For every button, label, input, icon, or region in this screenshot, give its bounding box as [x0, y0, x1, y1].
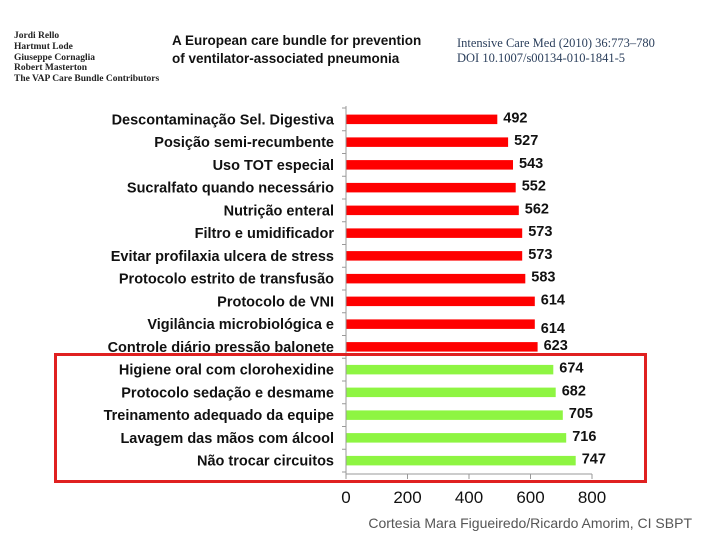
paper-title-line: A European care bundle for prevention	[172, 33, 422, 48]
category-label: Posição semi-recumbente	[154, 135, 334, 151]
author-name: Jordi Rello	[14, 31, 60, 41]
bar	[346, 455, 576, 466]
category-label: Controle diário pressão balonete	[108, 340, 334, 356]
bar	[346, 251, 523, 261]
category-label: Sucralfato quando necessário	[127, 181, 334, 197]
data-label: 682	[562, 383, 586, 399]
data-label: 747	[582, 452, 606, 468]
category-label: Treinamento adequado da equipe	[104, 408, 334, 424]
journal-citation: Intensive Care Med (2010) 36:773–780 DOI…	[457, 36, 655, 66]
author-name: Giuseppe Cornaglia	[14, 52, 96, 63]
x-tick-label: 0	[341, 488, 350, 507]
author-list: Jordi Rello Hartmut Lode Giuseppe Cornag…	[14, 31, 159, 85]
x-tick-label: 800	[578, 488, 606, 507]
bar	[346, 410, 563, 420]
bar	[346, 433, 567, 443]
bar	[346, 205, 519, 216]
image-credit: Cortesia Mara Figueiredo/Ricardo Amorim,…	[368, 515, 692, 531]
bar	[346, 114, 498, 125]
data-label: 492	[503, 110, 527, 126]
bar	[346, 160, 513, 170]
category-label: Lavagem das mãos com álcool	[120, 431, 334, 447]
data-label: 573	[528, 247, 552, 263]
category-label: Filtro e umidificador	[195, 226, 335, 242]
bar	[346, 342, 538, 352]
author-name: Hartmut Lode	[14, 41, 73, 52]
data-label: 623	[544, 338, 568, 354]
paper-title-line: of ventilator-associated pneumonia	[172, 51, 400, 66]
author-name: The VAP Care Bundle Contributors	[14, 74, 160, 85]
highlight-box	[54, 353, 647, 483]
data-label: 705	[569, 406, 593, 422]
category-label: Nutrição enteral	[224, 203, 334, 219]
bar	[346, 364, 554, 375]
category-label: Não trocar circuitos	[197, 454, 334, 470]
data-label: 583	[531, 270, 555, 286]
bar	[346, 228, 523, 238]
data-label: 552	[522, 179, 546, 195]
category-label: Vigilância microbiológica e	[147, 317, 334, 333]
x-tick-label: 200	[393, 488, 421, 507]
category-label: Higiene oral com clorohexidine	[119, 363, 334, 379]
bar	[346, 387, 556, 398]
category-label: Protocolo sedação e desmame	[121, 385, 334, 401]
bar	[346, 137, 509, 147]
bar	[346, 296, 535, 307]
x-tick-label: 400	[455, 488, 483, 507]
category-label: Protocolo de VNI	[217, 294, 334, 310]
data-label: 674	[559, 361, 583, 377]
paper-title: A European care bundle for prevention of…	[172, 32, 421, 68]
data-label: 543	[519, 156, 543, 172]
category-label: Evitar profilaxia ulcera de stress	[111, 249, 334, 265]
data-label: 614	[541, 321, 565, 337]
bar	[346, 182, 516, 193]
data-label: 527	[514, 133, 538, 149]
category-label: Descontaminação Sel. Digestiva	[112, 112, 335, 128]
data-label: 562	[525, 201, 549, 217]
journal-reference: Intensive Care Med (2010) 36:773–780	[457, 36, 655, 50]
bar	[346, 273, 526, 284]
data-label: 716	[572, 429, 596, 445]
author-name: Robert Masterton	[14, 63, 88, 74]
x-tick-label: 600	[516, 488, 544, 507]
category-label: Uso TOT especial	[213, 158, 334, 174]
data-label: 573	[528, 224, 552, 240]
category-label: Protocolo estrito de transfusão	[119, 272, 334, 288]
data-label: 614	[541, 292, 565, 308]
journal-doi: DOI 10.1007/s00134-010-1841-5	[457, 51, 626, 65]
bar	[346, 319, 535, 329]
